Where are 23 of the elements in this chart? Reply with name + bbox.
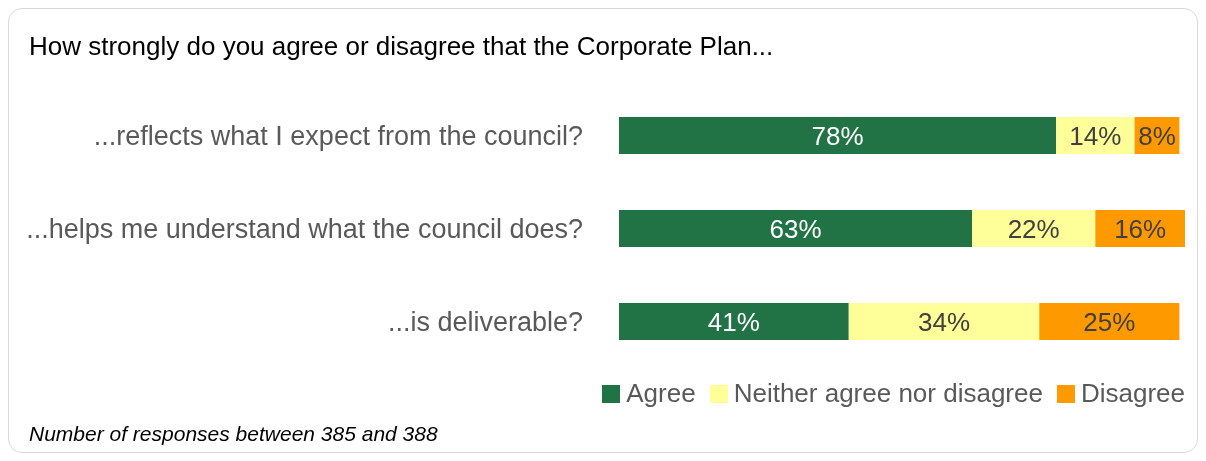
- legend-label: Neither agree nor disagree: [732, 378, 1043, 409]
- data-label: 8%: [1138, 120, 1176, 151]
- bar: [619, 303, 849, 340]
- data-label: 63%: [769, 213, 822, 244]
- bar: [848, 303, 1040, 340]
- data-label: 34%: [918, 306, 971, 337]
- y-tick-label: ...is deliverable?: [387, 307, 583, 338]
- bar: [972, 210, 1096, 247]
- data-label: 16%: [1114, 213, 1167, 244]
- bar: [619, 117, 1057, 154]
- legend-label: Agree: [625, 378, 696, 409]
- bar: [619, 210, 973, 247]
- text: Number of responses between 385 and 388: [29, 422, 438, 446]
- data-label: 41%: [707, 306, 760, 337]
- legend-label: Disagree: [1079, 378, 1185, 409]
- data-label: 14%: [1069, 120, 1122, 151]
- text: How strongly do you agree or disagree that the Corporate Plan...: [29, 31, 774, 62]
- data-label: 78%: [811, 120, 864, 151]
- y-tick-label: ...helps me understand what the council does?: [26, 214, 583, 245]
- data-label: 25%: [1083, 306, 1136, 337]
- y-tick-label: ...reflects what I expect from the council?: [93, 121, 583, 152]
- bar: [1039, 303, 1180, 340]
- data-label: 22%: [1007, 213, 1060, 244]
